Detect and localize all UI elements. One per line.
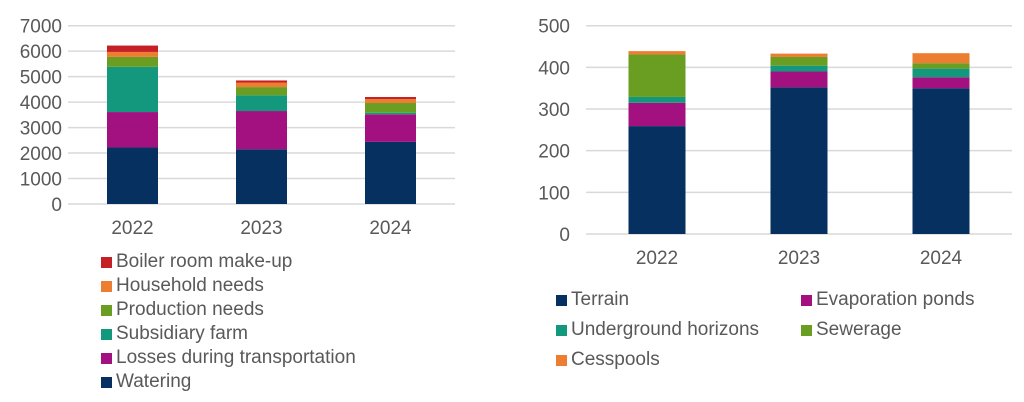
legend-swatch (101, 304, 112, 316)
y-tick-label: 400 (538, 58, 570, 79)
y-tick-label: 0 (559, 225, 570, 246)
legend-item-underground-horizons: Underground horizons (556, 318, 801, 342)
x-tick-label: 2024 (920, 248, 963, 269)
y-tick-label: 6000 (20, 42, 62, 63)
legend-label: Terrain (571, 289, 630, 310)
legend-item-watering: Watering (101, 370, 356, 394)
bar-segment-boiler-room-make-up (365, 97, 416, 100)
bar-segment-production-needs (107, 56, 158, 67)
y-tick-label: 3000 (20, 119, 62, 140)
bar-segment-cesspools (912, 53, 970, 64)
right-stacked-bar-chart: 0 100 200 300 400 500 2022 2023 2024 (538, 17, 1012, 269)
bar-segment-watering (236, 149, 287, 204)
legend-label: Underground horizons (571, 319, 760, 340)
legend-item-evaporation-ponds: Evaporation ponds (801, 288, 1016, 312)
legend-item-household-needs: Household needs (101, 274, 356, 298)
bar-segment-watering (107, 147, 158, 204)
bar-segment-cesspools (770, 53, 828, 57)
bar-segment-cesspools (628, 51, 686, 55)
bar-segment-terrain (628, 126, 686, 234)
legend-label: Subsidiary farm (116, 323, 248, 344)
x-tick-label: 2023 (240, 218, 282, 239)
legend-item-losses: Losses during transportation (101, 346, 356, 370)
bar-segment-household-needs (365, 99, 416, 104)
x-tick-label: 2024 (369, 218, 412, 239)
bar-segment-household-needs (236, 82, 287, 88)
left-chart-legend: Boiler room make-up Household needs Prod… (101, 250, 356, 394)
y-tick-label: 500 (538, 17, 570, 38)
y-tick-label: 300 (538, 100, 570, 121)
legend-swatch (101, 328, 112, 340)
y-tick-label: 7000 (20, 17, 62, 38)
legend-swatch (556, 324, 567, 336)
bar-segment-underground-horizons (912, 68, 970, 78)
y-tick-label: 100 (538, 183, 570, 204)
bar-segment-boiler-room-make-up (236, 80, 287, 83)
y-tick-label: 0 (51, 195, 62, 216)
bar-segment-terrain (912, 88, 970, 234)
x-tick-label: 2022 (636, 248, 678, 269)
bar-segment-losses-during-transportation (365, 114, 416, 142)
y-tick-label: 1000 (20, 170, 62, 191)
bar-segment-subsidiary-farm (365, 112, 416, 115)
legend-swatch (101, 280, 112, 292)
bar-segment-evaporation-ponds (628, 102, 686, 127)
y-tick-label: 4000 (20, 93, 62, 114)
bar-segment-losses-during-transportation (107, 112, 158, 148)
bar-segment-watering (365, 141, 416, 204)
x-tick-label: 2023 (778, 248, 820, 269)
legend-item-boiler-room: Boiler room make-up (101, 250, 356, 274)
bar-segment-subsidiary-farm (107, 66, 158, 113)
left-stacked-bar-chart: 0 1000 2000 3000 4000 5000 6000 7000 2022 2023 202… (20, 17, 455, 239)
y-tick-label: 2000 (20, 144, 62, 165)
legend-swatch (801, 294, 812, 306)
bar-segment-household-needs (107, 51, 158, 57)
legend-item-cesspools: Cesspools (556, 348, 801, 372)
bar-segment-subsidiary-farm (236, 95, 287, 112)
legend-label: Watering (116, 371, 192, 392)
legend-swatch (101, 256, 112, 268)
y-tick-label: 5000 (20, 68, 62, 89)
legend-label: Boiler room make-up (116, 251, 293, 272)
bar-segment-losses-during-transportation (236, 111, 287, 150)
right-chart-legend: Terrain Evaporation ponds Underground ho… (556, 288, 1016, 372)
legend-swatch (556, 354, 567, 366)
legend-label: Household needs (116, 275, 264, 296)
bar-segment-production-needs (236, 87, 287, 96)
bar-segment-sewerage (912, 63, 970, 69)
y-tick-label: 200 (538, 142, 570, 163)
bar-segment-underground-horizons (628, 96, 686, 103)
legend-swatch (556, 294, 567, 306)
bar-segment-underground-horizons (770, 65, 828, 72)
x-tick-label: 2022 (111, 218, 153, 239)
legend-label: Sewerage (816, 319, 902, 340)
legend-item-production-needs: Production needs (101, 298, 356, 322)
legend-label: Cesspools (571, 349, 660, 370)
bar-segment-sewerage (628, 54, 686, 97)
legend-swatch (101, 376, 112, 388)
legend-item-subsidiary-farm: Subsidiary farm (101, 322, 356, 346)
legend-label: Evaporation ponds (816, 289, 975, 310)
legend-swatch (801, 324, 812, 336)
bar-segment-terrain (770, 87, 828, 234)
legend-swatch (101, 352, 112, 364)
bar-segment-production-needs (365, 103, 416, 113)
legend-label: Losses during transportation (116, 347, 356, 368)
bar-segment-boiler-room-make-up (107, 45, 158, 52)
bar-segment-evaporation-ponds (912, 77, 970, 89)
legend-label: Production needs (116, 299, 264, 320)
legend-item-sewerage: Sewerage (801, 318, 1016, 342)
bar-segment-evaporation-ponds (770, 71, 828, 88)
bar-segment-sewerage (770, 56, 828, 66)
legend-item-terrain: Terrain (556, 288, 801, 312)
